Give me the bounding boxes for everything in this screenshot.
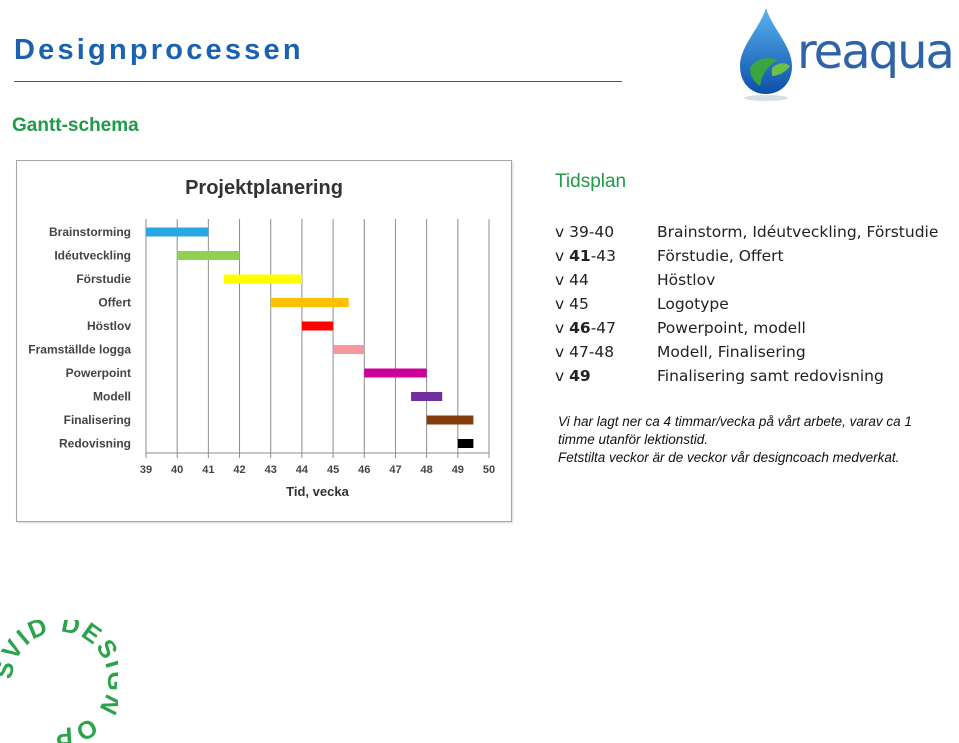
work-note-bold-weeks: Fetstilta veckor är de veckor vår design… bbox=[558, 450, 900, 465]
schedule-week: v 41-43 bbox=[555, 244, 616, 268]
x-tick-label: 42 bbox=[233, 464, 245, 476]
schedule-week-suffix: -47 bbox=[590, 319, 617, 337]
x-tick-label: 41 bbox=[202, 464, 214, 476]
schedule-week-prefix: v bbox=[555, 367, 570, 385]
schedule-week: v 47-48 bbox=[555, 340, 614, 364]
schedule-week-suffix: -43 bbox=[590, 247, 617, 265]
schedule-week-prefix: v 39-40 bbox=[555, 223, 615, 241]
schedule-task: Powerpoint, modell bbox=[657, 319, 806, 337]
x-tick-label: 50 bbox=[483, 464, 495, 476]
work-note-hours: Vi har lagt ner ca 4 timmar/vecka på vår… bbox=[558, 414, 912, 447]
task-bar bbox=[426, 415, 474, 425]
schedule-task: Brainstorm, Idéutveckling, Förstudie bbox=[657, 223, 939, 241]
task-label: Brainstorming bbox=[49, 225, 131, 239]
schedule-week: v 46-47 bbox=[555, 316, 616, 340]
task-label: Redovisning bbox=[59, 437, 131, 451]
page-title: Designprocessen bbox=[14, 34, 304, 66]
task-bar bbox=[301, 321, 334, 331]
x-tick-label: 46 bbox=[358, 464, 370, 476]
x-tick-label: 49 bbox=[452, 464, 464, 476]
task-bar bbox=[364, 368, 427, 378]
svid-design-open-badge: SVID DESIGN OPEN bbox=[0, 620, 118, 743]
task-label: Powerpoint bbox=[66, 366, 131, 380]
schedule-task: Finalisering samt redovisning bbox=[657, 367, 884, 385]
schedule-week-prefix: v bbox=[555, 247, 570, 265]
schedule-week-prefix: v bbox=[555, 319, 570, 337]
schedule-task: Modell, Finalisering bbox=[657, 343, 806, 361]
schedule-heading: Tidsplan bbox=[555, 171, 627, 192]
x-tick-label: 47 bbox=[389, 464, 401, 476]
schedule-task: Höstlov bbox=[657, 271, 716, 289]
schedule-week: v 49 bbox=[555, 364, 591, 388]
task-label: Offert bbox=[98, 296, 131, 310]
task-bar bbox=[333, 345, 365, 354]
page-subtitle: Gantt-schema bbox=[12, 115, 139, 136]
schedule-week-prefix: v 47-48 bbox=[555, 343, 615, 361]
schedule-week-bold: 49 bbox=[569, 367, 591, 385]
svid-badge-text: SVID DESIGN OPEN bbox=[0, 620, 118, 743]
x-tick-label: 45 bbox=[327, 464, 339, 476]
task-bar bbox=[411, 392, 443, 401]
work-note: Vi har lagt ner ca 4 timmar/vecka på vår… bbox=[558, 413, 948, 467]
schedule-task: Logotype bbox=[657, 295, 729, 313]
schedule-week-bold: 41 bbox=[569, 247, 591, 265]
task-bar bbox=[457, 439, 474, 448]
x-tick-label: 44 bbox=[296, 464, 309, 476]
water-drop-icon bbox=[740, 8, 792, 101]
schedule-week: v 44 bbox=[555, 268, 589, 292]
task-bar bbox=[223, 274, 302, 284]
x-tick-label: 43 bbox=[265, 464, 277, 476]
gantt-chart-svg: Projektplanering 39 40 41 42 43 44 45 46 47 48 49 50… bbox=[28, 177, 495, 499]
task-bar bbox=[177, 251, 240, 260]
x-tick-label: 48 bbox=[421, 464, 433, 476]
schedule-task: Förstudie, Offert bbox=[657, 247, 784, 265]
task-label: Framställde logga bbox=[28, 343, 131, 357]
logo-wordmark: reaqua bbox=[797, 24, 955, 80]
task-label: Idéutveckling bbox=[54, 249, 131, 263]
task-label: Höstlov bbox=[87, 319, 131, 333]
schedule-week-prefix: v 45 bbox=[555, 295, 589, 313]
x-axis-label: Tid, vecka bbox=[286, 484, 349, 499]
chart-title: Projektplanering bbox=[185, 177, 343, 199]
gantt-chart: Projektplanering 39 40 41 42 43 44 45 46 47 48 49 50… bbox=[16, 160, 512, 522]
x-tick-label: 39 bbox=[140, 464, 152, 476]
reaqua-logo: reaqua bbox=[732, 6, 958, 102]
schedule-week-bold: 46 bbox=[569, 319, 591, 337]
task-bar bbox=[270, 298, 349, 307]
task-label: Förstudie bbox=[76, 272, 131, 286]
task-label: Finalisering bbox=[64, 413, 131, 427]
schedule-week: v 45 bbox=[555, 292, 589, 316]
x-tick-label: 40 bbox=[171, 464, 183, 476]
schedule-week: v 39-40 bbox=[555, 220, 614, 244]
title-divider bbox=[14, 81, 622, 82]
task-label: Modell bbox=[93, 390, 131, 404]
schedule-week-prefix: v 44 bbox=[555, 271, 589, 289]
task-bar bbox=[146, 227, 209, 237]
